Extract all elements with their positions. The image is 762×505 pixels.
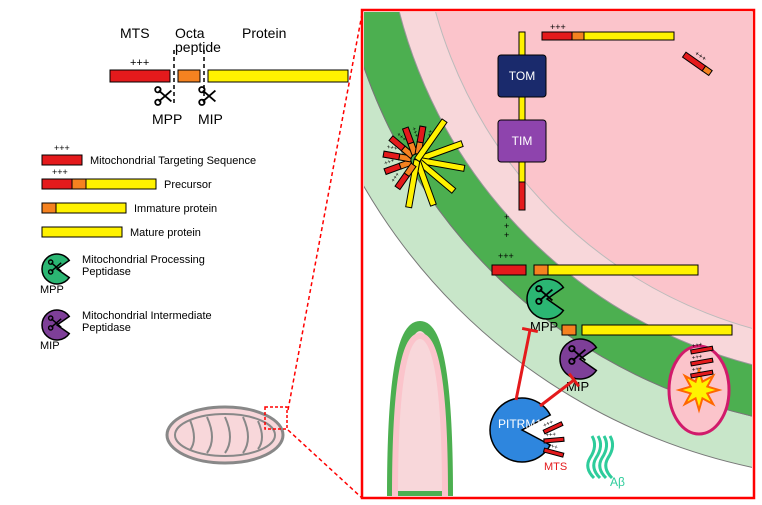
legend-mts: Mitochondrial Targeting Sequence	[90, 155, 256, 167]
label-mpp: MPP	[152, 111, 182, 127]
svg-text:+++: +++	[498, 251, 514, 261]
legend-mpp-text: Mitochondrial ProcessingPeptidase	[82, 254, 205, 278]
svg-text:+++: +++	[504, 212, 509, 240]
label-protein: Protein	[242, 25, 286, 41]
label-tom: TOM	[509, 69, 535, 83]
label-tim: TIM	[512, 134, 533, 148]
zoom-line	[288, 430, 362, 498]
label-mip: MIP	[198, 111, 223, 127]
svg-text:+++: +++	[550, 22, 566, 32]
diagram-canvas: MTS Octapeptide Protein +++ MPP MIP +++ Mitocho…	[0, 0, 762, 505]
plus-marks: +++	[130, 57, 149, 69]
svg-text:MIP: MIP	[40, 340, 60, 352]
svg-text:MPP: MPP	[40, 284, 64, 296]
legend-mip-text: Mitochondrial IntermediatePeptidase	[82, 310, 212, 334]
panel-label-abeta: Aβ	[610, 475, 625, 489]
label-mts: MTS	[120, 25, 150, 41]
detail-panel: ++++++TOMTIM++++++++++++++++++++++++MPPM…	[284, 0, 762, 498]
svg-text:+++: +++	[52, 167, 68, 177]
legend-immature: Immature protein	[134, 203, 217, 215]
panel-label-pitrm1: PITRM1	[498, 417, 542, 431]
label-octa: Octapeptide	[175, 25, 221, 55]
panel-label-mts: MTS	[544, 461, 567, 473]
legend-mature: Mature protein	[130, 227, 201, 239]
svg-text:+++: +++	[545, 432, 556, 439]
svg-text:+++: +++	[54, 143, 70, 153]
legend: +++ Mitochondrial Targeting Sequence +++ Pr…	[40, 143, 256, 352]
legend-precursor: Precursor	[164, 179, 212, 191]
mitochondrion-pictogram	[167, 407, 287, 463]
